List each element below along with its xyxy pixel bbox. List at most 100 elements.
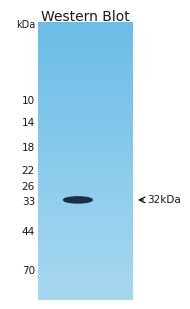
Bar [38, 246, 133, 247]
Bar [38, 114, 133, 115]
Bar [38, 115, 133, 116]
Bar [38, 50, 133, 51]
Bar [38, 277, 133, 278]
Text: 70: 70 [22, 266, 35, 276]
Bar [38, 205, 133, 206]
Bar [38, 144, 133, 145]
Bar [38, 226, 133, 227]
Bar [38, 64, 133, 65]
Bar [38, 66, 133, 67]
Bar [38, 215, 133, 216]
Bar [38, 266, 133, 267]
Bar [38, 137, 133, 138]
Bar [38, 108, 133, 109]
Bar [38, 252, 133, 253]
Bar [38, 220, 133, 221]
Bar [38, 232, 133, 233]
Bar [38, 166, 133, 167]
Bar [38, 255, 133, 256]
Bar [38, 29, 133, 30]
Bar [38, 224, 133, 225]
Text: Western Blot: Western Blot [41, 10, 130, 24]
Bar [38, 147, 133, 148]
Bar [38, 297, 133, 298]
Bar [38, 240, 133, 241]
Bar [38, 100, 133, 101]
Bar [38, 281, 133, 282]
Bar [38, 209, 133, 210]
Bar [38, 135, 133, 136]
Bar [38, 56, 133, 57]
Bar [38, 170, 133, 171]
Bar [38, 278, 133, 279]
Bar [38, 243, 133, 244]
Bar [38, 142, 133, 143]
Bar [38, 171, 133, 172]
Bar [38, 162, 133, 163]
Bar [38, 201, 133, 202]
Bar [38, 229, 133, 230]
Bar [38, 158, 133, 159]
Bar [38, 81, 133, 82]
Bar [38, 141, 133, 142]
Bar [38, 134, 133, 135]
Text: 44: 44 [22, 227, 35, 237]
Bar [38, 173, 133, 174]
Bar [38, 279, 133, 280]
Text: 22: 22 [22, 166, 35, 176]
Bar [38, 169, 133, 170]
Bar [38, 234, 133, 235]
Bar [38, 273, 133, 274]
Bar [38, 118, 133, 119]
Bar [38, 249, 133, 250]
Bar [38, 238, 133, 239]
Bar [38, 76, 133, 77]
Bar [38, 120, 133, 121]
Bar [38, 165, 133, 166]
Bar [38, 86, 133, 87]
Bar [38, 53, 133, 54]
Bar [38, 109, 133, 110]
Bar [38, 250, 133, 251]
Bar [38, 275, 133, 276]
Text: 32kDa: 32kDa [147, 195, 181, 205]
Bar [38, 194, 133, 195]
Text: 14: 14 [22, 118, 35, 129]
Bar [38, 51, 133, 52]
Bar [38, 221, 133, 222]
Bar [38, 196, 133, 197]
Bar [38, 124, 133, 125]
Bar [38, 210, 133, 211]
Bar [38, 264, 133, 265]
Bar [38, 182, 133, 183]
Bar [38, 36, 133, 37]
Bar [38, 138, 133, 139]
Bar [38, 163, 133, 164]
Bar [38, 63, 133, 64]
Bar [38, 80, 133, 81]
Bar [38, 244, 133, 245]
Bar [38, 136, 133, 137]
Bar [38, 39, 133, 40]
Bar [38, 58, 133, 59]
Bar [38, 140, 133, 141]
Bar [38, 79, 133, 80]
Bar [38, 291, 133, 292]
Bar [38, 294, 133, 295]
Bar [38, 117, 133, 118]
Bar [38, 195, 133, 196]
Bar [38, 91, 133, 92]
Bar [38, 59, 133, 60]
Bar [38, 284, 133, 285]
Bar [38, 289, 133, 290]
Bar [38, 185, 133, 186]
Bar [38, 272, 133, 273]
Bar [38, 282, 133, 283]
Bar [38, 47, 133, 48]
Bar [38, 248, 133, 249]
Bar [38, 121, 133, 122]
Bar [38, 191, 133, 192]
Bar [38, 231, 133, 232]
Bar [38, 235, 133, 236]
Bar [38, 192, 133, 193]
